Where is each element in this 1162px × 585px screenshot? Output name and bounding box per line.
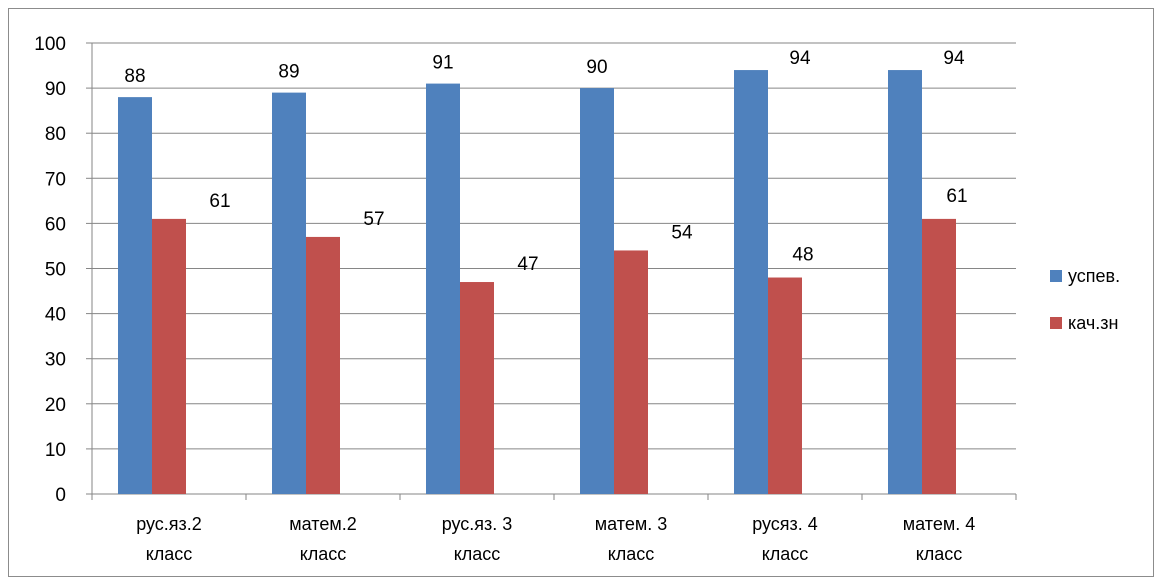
y-tick-label: 20 [45,395,66,416]
y-tick-label: 80 [45,124,66,145]
data-label: 89 [278,62,299,83]
bar [768,277,802,494]
bar [614,250,648,494]
x-tick-label: класс [762,544,809,564]
bar [118,97,152,495]
bar [580,88,614,494]
data-label: 90 [586,57,607,78]
x-tick-label: класс [454,544,501,564]
x-tick-label: русяз. 4 [752,514,818,534]
x-tick-label: класс [146,544,193,564]
bar [922,218,956,494]
data-label: 94 [789,48,811,69]
data-label: 57 [363,209,384,230]
y-tick-label: 50 [45,260,66,281]
bar [734,70,768,494]
legend-label: кач.зн [1068,313,1118,333]
bar [306,236,340,494]
x-tick-label: класс [916,544,963,564]
x-tick-label: рус.яз. 3 [442,514,513,534]
y-tick-label: 100 [34,34,66,55]
x-tick-label: класс [608,544,655,564]
data-label: 48 [792,245,813,266]
bar [426,83,460,494]
data-label: 47 [517,254,538,275]
bar [152,218,186,494]
legend-swatch [1050,270,1062,282]
x-tick-label: рус.яз.2 [136,514,202,534]
y-tick-label: 30 [45,350,66,371]
data-label: 91 [432,53,453,74]
data-label: 54 [671,222,693,243]
legend-swatch [1050,317,1062,329]
data-label: 94 [943,48,965,69]
x-tick-label: матем. 3 [595,514,667,534]
bar [460,282,494,494]
x-tick-label: матем. 4 [903,514,975,534]
y-tick-label: 0 [55,485,66,506]
y-tick-label: 60 [45,214,66,235]
y-tick-label: 40 [45,305,66,326]
y-tick-label: 90 [45,79,66,100]
data-label: 88 [124,66,145,87]
bar [888,70,922,494]
data-label: 61 [946,186,967,207]
y-tick-label: 10 [45,440,66,461]
x-tick-label: класс [300,544,347,564]
data-label: 61 [209,191,230,212]
legend-label: успев. [1068,266,1120,286]
x-tick-label: матем.2 [289,514,356,534]
y-tick-label: 70 [45,169,66,190]
bar [272,92,306,495]
